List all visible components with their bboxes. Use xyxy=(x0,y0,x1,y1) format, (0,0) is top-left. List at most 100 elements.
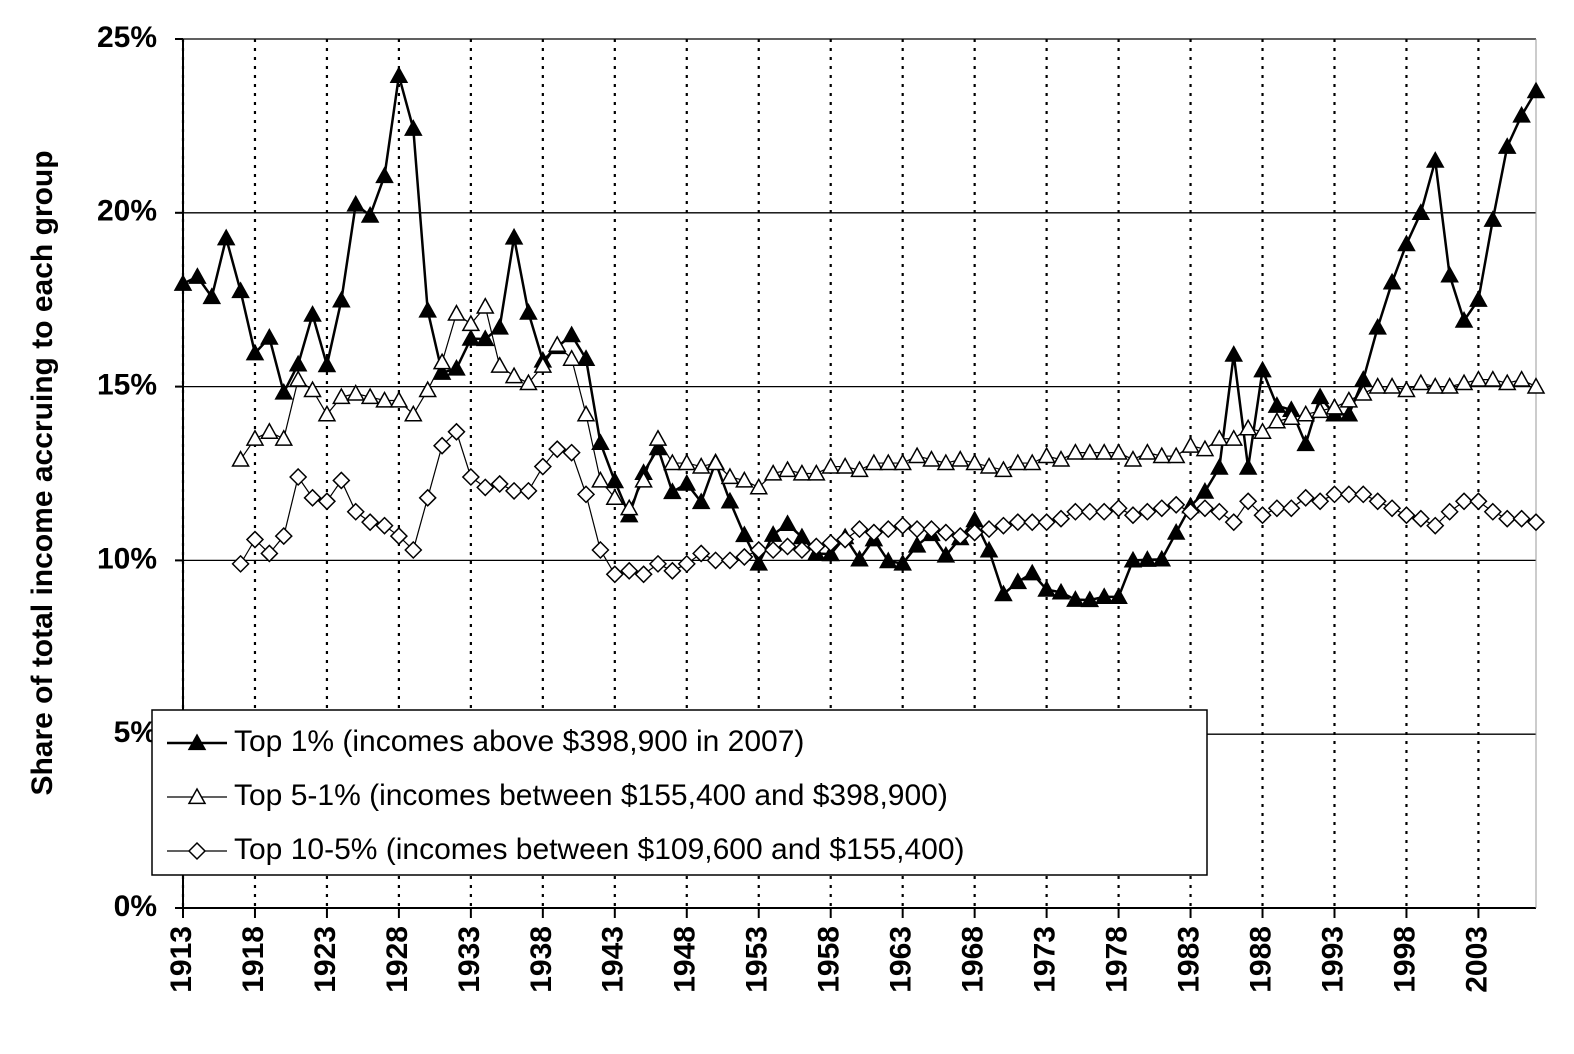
marker xyxy=(562,325,581,343)
marker xyxy=(1253,360,1272,378)
marker xyxy=(1397,234,1416,252)
marker xyxy=(1440,377,1459,394)
marker xyxy=(1152,549,1172,567)
marker xyxy=(1498,509,1517,528)
marker xyxy=(1008,453,1028,471)
marker xyxy=(591,540,610,560)
marker xyxy=(361,513,380,532)
marker xyxy=(1382,272,1402,290)
marker xyxy=(1253,422,1272,439)
marker xyxy=(404,540,423,560)
marker xyxy=(1094,587,1114,605)
x-tick-label: 1953 xyxy=(741,926,774,993)
marker xyxy=(979,540,999,558)
marker xyxy=(994,516,1013,535)
marker xyxy=(519,303,538,320)
marker xyxy=(1022,453,1042,471)
x-tick-label: 1983 xyxy=(1172,926,1205,993)
marker xyxy=(1282,408,1301,426)
marker xyxy=(1224,429,1244,446)
marker xyxy=(245,530,265,549)
legend-box xyxy=(151,709,1208,876)
marker xyxy=(720,551,740,570)
marker xyxy=(274,429,294,446)
marker xyxy=(792,463,812,481)
marker xyxy=(418,488,437,507)
marker xyxy=(1051,450,1071,467)
marker xyxy=(1239,492,1258,511)
marker xyxy=(936,545,956,563)
marker xyxy=(533,356,553,373)
marker xyxy=(1425,377,1445,394)
legend-marker xyxy=(187,733,207,751)
y-tick-label: 10% xyxy=(97,542,157,575)
marker xyxy=(663,561,682,580)
marker xyxy=(720,491,740,509)
marker xyxy=(1066,443,1085,460)
legend-label: Top 5-1% (incomes between $155,400 and $… xyxy=(234,779,948,812)
marker xyxy=(778,460,797,478)
marker xyxy=(749,477,769,495)
marker xyxy=(864,453,884,471)
y-tick-label: 20% xyxy=(97,195,157,228)
marker xyxy=(735,547,754,566)
marker xyxy=(1008,572,1028,590)
marker xyxy=(677,554,696,573)
marker xyxy=(1166,523,1186,540)
marker xyxy=(1051,582,1071,600)
marker xyxy=(1382,377,1402,394)
marker xyxy=(1454,373,1474,391)
marker xyxy=(317,492,336,511)
marker xyxy=(634,470,653,488)
marker xyxy=(1469,370,1488,387)
x-tick-label: 1913 xyxy=(165,926,198,993)
marker xyxy=(375,166,394,184)
marker xyxy=(720,467,740,485)
marker xyxy=(404,119,423,136)
marker xyxy=(1267,411,1287,429)
marker xyxy=(778,514,797,532)
marker xyxy=(1152,446,1172,464)
marker xyxy=(735,525,754,543)
marker xyxy=(231,554,250,573)
x-tick-label: 1973 xyxy=(1029,926,1062,993)
marker xyxy=(605,488,625,505)
marker xyxy=(591,470,610,488)
marker xyxy=(245,343,265,361)
marker xyxy=(835,457,855,474)
marker xyxy=(994,460,1013,478)
x-tick-label: 1968 xyxy=(957,926,990,993)
marker xyxy=(951,527,970,546)
marker xyxy=(1354,384,1373,401)
marker xyxy=(475,329,495,347)
marker xyxy=(274,382,294,400)
marker xyxy=(1109,587,1128,605)
marker xyxy=(1339,485,1358,504)
marker xyxy=(908,520,927,539)
marker xyxy=(1080,590,1100,608)
marker xyxy=(490,474,509,493)
marker xyxy=(231,450,250,467)
marker xyxy=(490,356,509,373)
marker xyxy=(850,549,869,567)
y-tick-label: 25% xyxy=(97,21,157,54)
marker xyxy=(519,481,538,500)
y-tick-label: 5% xyxy=(114,716,157,749)
marker xyxy=(288,370,308,387)
marker xyxy=(404,404,423,422)
marker xyxy=(864,523,883,542)
marker xyxy=(1425,151,1445,168)
marker xyxy=(1123,550,1143,568)
marker xyxy=(216,228,236,246)
marker xyxy=(907,535,927,553)
legend-marker xyxy=(187,787,207,805)
marker xyxy=(504,481,524,500)
marker xyxy=(1181,436,1200,453)
x-tick-label: 1943 xyxy=(597,926,630,993)
marker xyxy=(1454,311,1474,328)
marker xyxy=(346,194,365,212)
marker xyxy=(504,227,524,245)
marker xyxy=(1497,137,1517,154)
marker xyxy=(1296,434,1315,452)
legend-label: Top 10-5% (incomes between $109,600 and … xyxy=(234,833,965,866)
